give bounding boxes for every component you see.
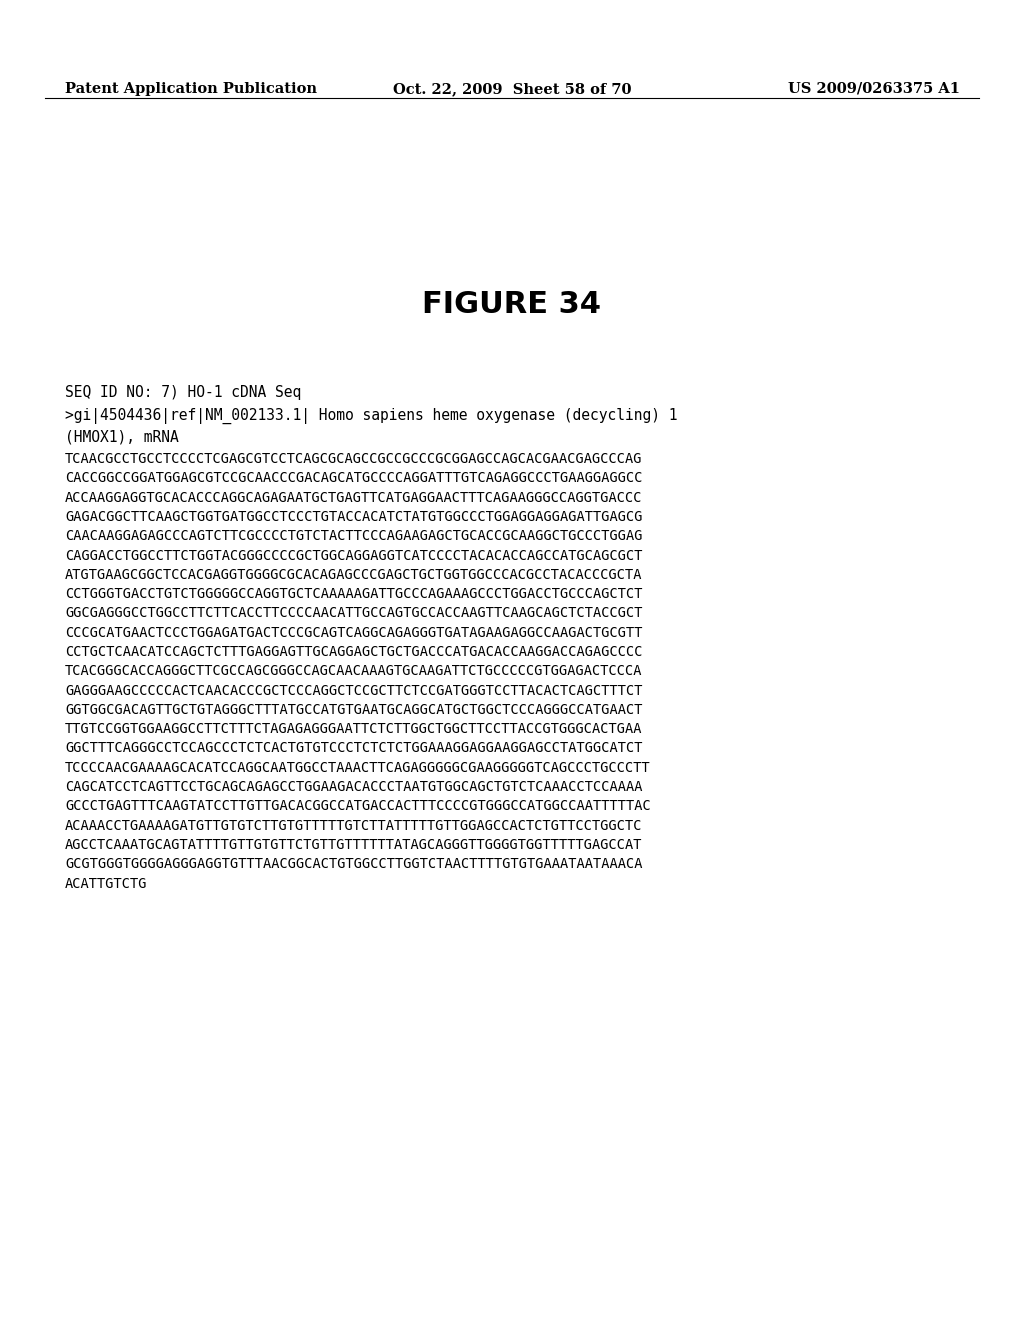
Text: Patent Application Publication: Patent Application Publication: [65, 82, 317, 96]
Text: CCCGCATGAACTCCCTGGAGATGACTCCCGCAGTCAGGCAGAGGGTGATAGAAGAGGCCAAGACTGCGTT: CCCGCATGAACTCCCTGGAGATGACTCCCGCAGTCAGGCA…: [65, 626, 642, 640]
Text: AGCCTCAAATGCAGTATTTTGTTGTGTTCTGTTGTTTTTTATAGCAGGGTTGGGGTGGTTTTTGAGCCAT: AGCCTCAAATGCAGTATTTTGTTGTGTTCTGTTGTTTTTT…: [65, 838, 642, 851]
Text: CAACAAGGAGAGCCCAGTCTTCGCCCCTGTCTACTTCCCAGAAGAGCTGCACCGCAAGGCTGCCCTGGAG: CAACAAGGAGAGCCCAGTCTTCGCCCCTGTCTACTTCCCA…: [65, 529, 642, 544]
Text: TCAACGCCTGCCTCCCCTCGAGCGTCCTCAGCGCAGCCGCCGCCCGCGGAGCCAGCACGAACGAGCCCAG: TCAACGCCTGCCTCCCCTCGAGCGTCCTCAGCGCAGCCGC…: [65, 451, 642, 466]
Text: (HMOX1), mRNA: (HMOX1), mRNA: [65, 430, 179, 445]
Text: CACCGGCCGGATGGAGCGTCCGCAACCCGACAGCATGCCCCAGGATTTGTCAGAGGCCCTGAAGGAGGCC: CACCGGCCGGATGGAGCGTCCGCAACCCGACAGCATGCCC…: [65, 471, 642, 486]
Text: CCTGGGTGACCTGTCTGGGGGCCAGGTGCTCAAAAAGATTGCCCAGAAAGCCCTGGACCTGCCCAGCTCT: CCTGGGTGACCTGTCTGGGGGCCAGGTGCTCAAAAAGATT…: [65, 587, 642, 601]
Text: ACAAACCTGAAAAGATGTTGTGTCTTGTGTTTTTGTCTTATTTTTGTTGGAGCCACTCTGTTCCTGGCTC: ACAAACCTGAAAAGATGTTGTGTCTTGTGTTTTTGTCTTA…: [65, 818, 642, 833]
Text: GAGACGGCTTCAAGCTGGTGATGGCCTCCCTGTACCACATCTATGTGGCCCTGGAGGAGGAGATTGAGCG: GAGACGGCTTCAAGCTGGTGATGGCCTCCCTGTACCACAT…: [65, 510, 642, 524]
Text: CCTGCTCAACATCCAGCTCTTTGAGGAGTTGCAGGAGCTGCTGACCCATGACACCAAGGACCAGAGCCCC: CCTGCTCAACATCCAGCTCTTTGAGGAGTTGCAGGAGCTG…: [65, 645, 642, 659]
Text: CAGGACCTGGCCTTCTGGTACGGGCCCCGCTGGCAGGAGGTCATCCCCTACACACCAGCCATGCAGCGCT: CAGGACCTGGCCTTCTGGTACGGGCCCCGCTGGCAGGAGG…: [65, 549, 642, 562]
Text: FIGURE 34: FIGURE 34: [423, 290, 601, 319]
Text: CAGCATCCTCAGTTCCTGCAGCAGAGCCTGGAAGACACCCTAATGTGGCAGCTGTCTCAAACCTCCAAAA: CAGCATCCTCAGTTCCTGCAGCAGAGCCTGGAAGACACCC…: [65, 780, 642, 795]
Text: >gi|4504436|ref|NM_002133.1| Homo sapiens heme oxygenase (decycling) 1: >gi|4504436|ref|NM_002133.1| Homo sapien…: [65, 408, 678, 424]
Text: ACATTGTCTG: ACATTGTCTG: [65, 876, 147, 891]
Text: ACCAAGGAGGTGCACACCCAGGCAGAGAATGCTGAGTTCATGAGGAACTTTCAGAAGGGCCAGGTGACCC: ACCAAGGAGGTGCACACCCAGGCAGAGAATGCTGAGTTCA…: [65, 491, 642, 504]
Text: GGCTTTCAGGGCCTCCAGCCCTCTCACTGTGTCCCTCTCTCTGGAAAGGAGGAAGGAGCCTATGGCATCT: GGCTTTCAGGGCCTCCAGCCCTCTCACTGTGTCCCTCTCT…: [65, 742, 642, 755]
Text: Oct. 22, 2009  Sheet 58 of 70: Oct. 22, 2009 Sheet 58 of 70: [393, 82, 631, 96]
Text: GCCCTGAGTTTCAAGTATCCTTGTTGACACGGCCATGACCACTTTCCCCGTGGGCCATGGCCAATTTTTAC: GCCCTGAGTTTCAAGTATCCTTGTTGACACGGCCATGACC…: [65, 800, 650, 813]
Text: GAGGGAAGCCCCCACTCAACACCCGCTCCCAGGCTCCGCTTCTCCGATGGGTCCTTACACTCAGCTTTCT: GAGGGAAGCCCCCACTCAACACCCGCTCCCAGGCTCCGCT…: [65, 684, 642, 697]
Text: SEQ ID NO: 7) HO-1 cDNA Seq: SEQ ID NO: 7) HO-1 cDNA Seq: [65, 385, 301, 400]
Text: TCACGGGCACCAGGGCTTCGCCAGCGGGCCAGCAACAAAGTGCAAGATTCTGCCCCCGTGGAGACTCCCA: TCACGGGCACCAGGGCTTCGCCAGCGGGCCAGCAACAAAG…: [65, 664, 642, 678]
Text: ATGTGAAGCGGCTCCACGAGGTGGGGCGCACAGAGCCCGAGCTGCTGGTGGCCCACGCCTACACCCGCTA: ATGTGAAGCGGCTCCACGAGGTGGGGCGCACAGAGCCCGA…: [65, 568, 642, 582]
Text: GCGTGGGTGGGGAGGGAGGTGTTTAACGGCACTGTGGCCTTGGTCTAACTTTTGTGTGAAATAATAAACA: GCGTGGGTGGGGAGGGAGGTGTTTAACGGCACTGTGGCCT…: [65, 857, 642, 871]
Text: GGTGGCGACAGTTGCTGTAGGGCTTTATGCCATGTGAATGCAGGCATGCTGGCTCCCAGGGCCATGAACT: GGTGGCGACAGTTGCTGTAGGGCTTTATGCCATGTGAATG…: [65, 704, 642, 717]
Text: US 2009/0263375 A1: US 2009/0263375 A1: [788, 82, 961, 96]
Text: TCCCCAACGAAAAGCACATCCAGGCAATGGCCTAAACTTCAGAGGGGGCGAAGGGGGTCAGCCCTGCCCTT: TCCCCAACGAAAAGCACATCCAGGCAATGGCCTAAACTTC…: [65, 760, 650, 775]
Text: GGCGAGGGCCTGGCCTTCTTCACCTTCCCCAACATTGCCAGTGCCACCAAGTTCAAGCAGCTCTACCGCT: GGCGAGGGCCTGGCCTTCTTCACCTTCCCCAACATTGCCA…: [65, 606, 642, 620]
Text: TTGTCCGGTGGAAGGCCTTCTTTCTAGAGAGGGAATTCTCTTGGCTGGCTTCCTTACCGTGGGCACTGAA: TTGTCCGGTGGAAGGCCTTCTTTCTAGAGAGGGAATTCTC…: [65, 722, 642, 737]
